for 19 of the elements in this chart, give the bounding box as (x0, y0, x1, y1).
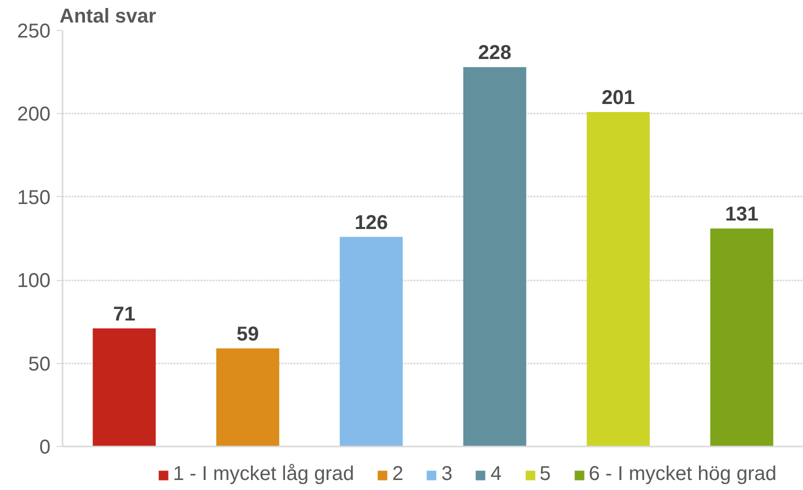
y-tick-label: 0 (39, 436, 50, 458)
y-tick-label: 150 (17, 186, 51, 209)
legend-label: 1 - I mycket låg grad (173, 463, 354, 486)
y-tick-label: 200 (17, 104, 51, 126)
legend-label: 6 - I mycket hög grad (588, 463, 777, 486)
data-label: 131 (725, 204, 758, 226)
data-label: 201 (602, 87, 635, 110)
data-label: 228 (478, 42, 512, 64)
y-tick-label: 100 (17, 270, 51, 292)
data-label: 59 (236, 323, 259, 346)
data-label: 126 (354, 212, 388, 234)
y-tick-label: 250 (17, 20, 51, 42)
data-label: 71 (113, 303, 136, 326)
legend-label: 2 (392, 463, 404, 486)
legend-label: 5 (540, 463, 551, 486)
y-axis-title: Antal svar (60, 6, 156, 28)
y-tick-label: 50 (28, 353, 51, 376)
legend-label: 3 (441, 463, 452, 486)
legend-label: 4 (490, 463, 502, 486)
